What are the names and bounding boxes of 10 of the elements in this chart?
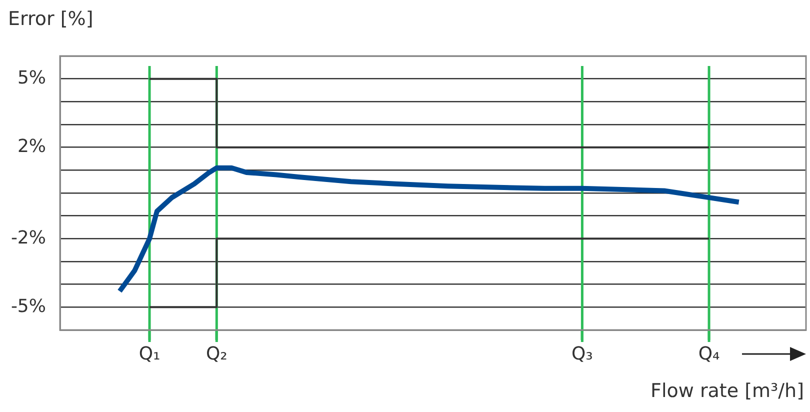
x-tick-label: Q₁ xyxy=(138,343,160,364)
y-tick-label: -5% xyxy=(10,296,46,317)
y-tick-label: 2% xyxy=(17,136,46,158)
y-tick-label: 5% xyxy=(17,68,46,89)
x-tick-label: Q₃ xyxy=(572,343,593,364)
y-axis-title: Error [%] xyxy=(8,8,94,30)
y-tick-label: -2% xyxy=(10,227,46,248)
x-axis-title: Flow rate [m³/h] xyxy=(650,380,804,402)
x-tick-label: Q₂ xyxy=(206,343,228,364)
x-tick-label: Q₄ xyxy=(698,343,720,364)
